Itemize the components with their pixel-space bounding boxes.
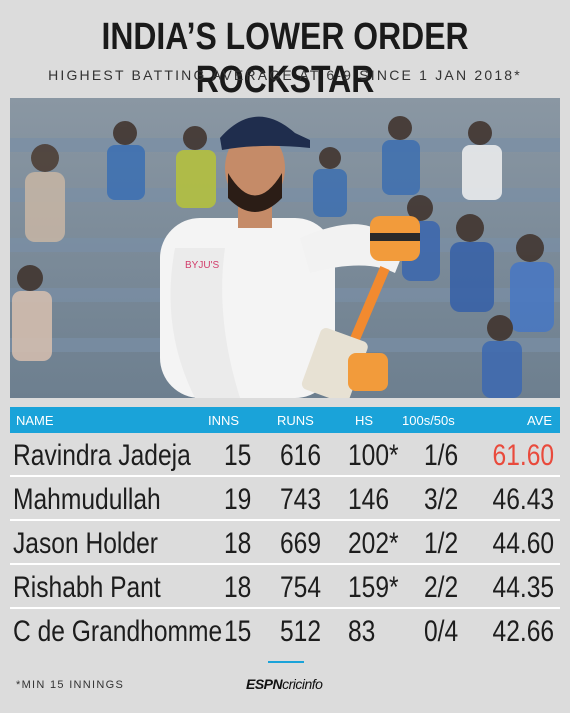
player-photo: BYJU'S (10, 98, 560, 398)
page-title: INDIA’S LOWER ORDER ROCKSTAR (101, 16, 469, 101)
table-row: Ravindra Jadeja 15 616 100* 1/6 61.60 (10, 435, 560, 477)
col-name-header: NAME (16, 413, 54, 428)
high-score: 159* (348, 571, 399, 604)
svg-text:BYJU'S: BYJU'S (185, 260, 219, 271)
high-score: 83 (348, 615, 376, 648)
high-score: 100* (348, 439, 399, 472)
col-inns-header: INNS (208, 413, 240, 428)
player-name: C de Grandhomme (13, 615, 223, 648)
col-runs-header: RUNS (277, 413, 314, 428)
high-score: 202* (348, 527, 399, 560)
table-row: Mahmudullah 19 743 146 3/2 46.43 (10, 479, 560, 521)
footnote: *MIN 15 INNINGS (16, 679, 125, 691)
runs: 512 (280, 615, 322, 648)
divider (268, 661, 304, 663)
average: 44.35 (492, 571, 554, 604)
innings: 18 (224, 571, 252, 604)
brand-bold: ESPN (246, 676, 283, 692)
hundreds-fifties: 1/2 (424, 527, 459, 560)
runs: 754 (280, 571, 322, 604)
innings: 18 (224, 527, 252, 560)
average: 61.60 (492, 439, 554, 472)
col-ave-header: AVE (526, 413, 552, 428)
hundreds-fifties: 1/6 (424, 439, 459, 472)
table-header: NAME INNS RUNS HS 100s/50s AVE (10, 407, 560, 433)
runs: 743 (280, 483, 322, 516)
average: 46.43 (492, 483, 554, 516)
col-100s50s-header: 100s/50s (402, 413, 455, 428)
innings: 15 (224, 615, 252, 648)
average: 44.60 (492, 527, 554, 560)
hundreds-fifties: 2/2 (424, 571, 459, 604)
player-name: Rishabh Pant (13, 571, 161, 604)
brand-rest: cricinfo (282, 676, 323, 692)
high-score: 146 (348, 483, 390, 516)
runs: 669 (280, 527, 322, 560)
player-name: Jason Holder (13, 527, 158, 560)
espncricinfo-logo: ESPNcricinfo (246, 676, 323, 692)
hundreds-fifties: 3/2 (424, 483, 459, 516)
table-row: Rishabh Pant 18 754 159* 2/2 44.35 (10, 567, 560, 609)
hundreds-fifties: 0/4 (424, 615, 459, 648)
table-row: Jason Holder 18 669 202* 1/2 44.60 (10, 523, 560, 565)
col-hs-header: HS (355, 413, 374, 428)
average: 42.66 (492, 615, 554, 648)
innings: 19 (224, 483, 252, 516)
innings: 15 (224, 439, 252, 472)
page-subtitle: HIGHEST BATTING AVERAGE AT 6-9 SINCE 1 J… (48, 67, 522, 83)
player-name: Ravindra Jadeja (13, 439, 191, 472)
player-name: Mahmudullah (13, 483, 161, 516)
table-row: C de Grandhomme 15 512 83 0/4 42.66 (10, 611, 560, 651)
runs: 616 (280, 439, 322, 472)
